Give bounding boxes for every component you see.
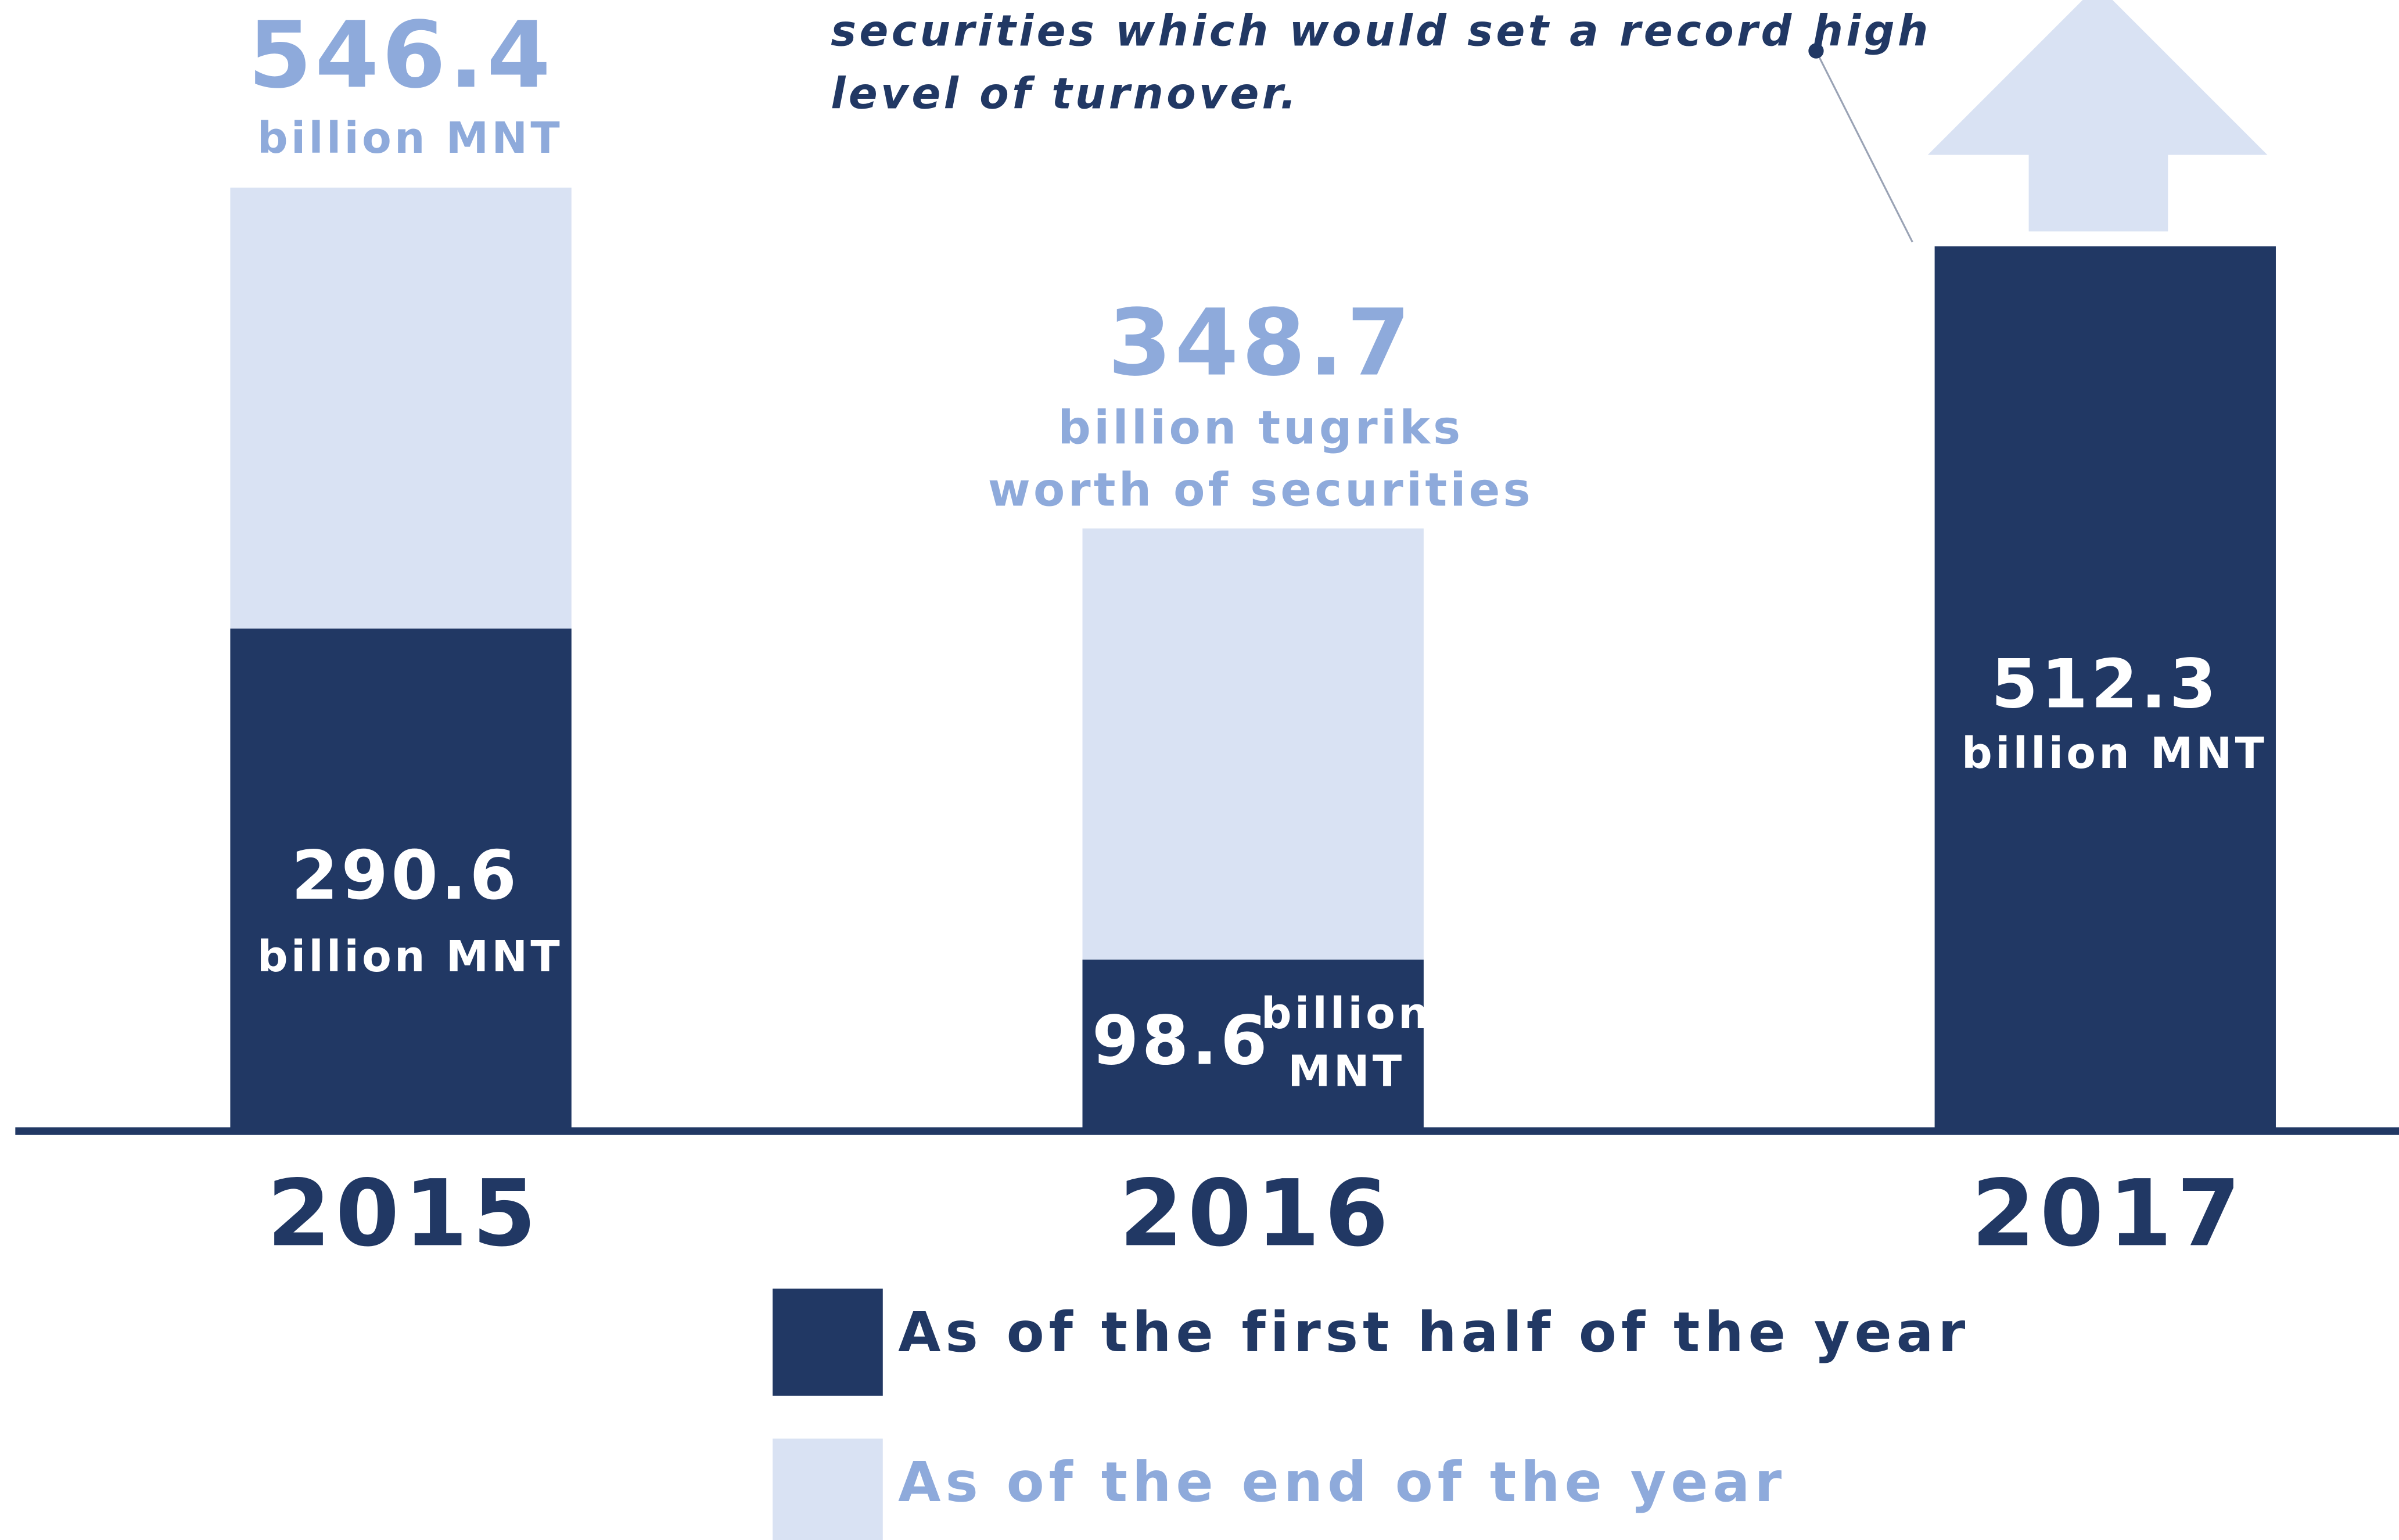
unit-label: billion MNT xyxy=(257,114,563,163)
value-label: 512.3 xyxy=(1991,645,2220,724)
x-tick-label: 2016 xyxy=(1119,1160,1393,1267)
legend-swatch xyxy=(773,1288,883,1396)
annotation-dot xyxy=(1808,43,1824,59)
value-label: 348.7 xyxy=(1108,290,1413,397)
legend-label: As of the first half of the year xyxy=(898,1301,1970,1365)
bar xyxy=(1934,246,2276,1130)
bar xyxy=(1082,959,1424,1130)
annotation-leader xyxy=(1815,50,1913,243)
legend-label: As of the end of the year xyxy=(898,1451,1786,1514)
value-label: 290.6 xyxy=(292,837,520,915)
value-label: 546.4 xyxy=(248,2,554,109)
bar xyxy=(230,629,572,1130)
unit-label: billion tugriks worth of securities xyxy=(988,401,1534,517)
x-tick-label: 2015 xyxy=(267,1160,541,1267)
annotation-text: securities which would set a record high xyxy=(831,7,1931,56)
value-label: 98.6 xyxy=(1092,1001,1270,1080)
unit-label: billion MNT xyxy=(1261,989,1432,1097)
annotation-text: level of turnover. xyxy=(831,70,1299,119)
unit-label: billion MNT xyxy=(1962,729,2267,778)
unit-label: billion MNT xyxy=(257,932,563,982)
increase-arrow xyxy=(1927,0,2268,232)
legend-swatch xyxy=(773,1438,883,1540)
x-tick-label: 2017 xyxy=(1971,1160,2245,1267)
